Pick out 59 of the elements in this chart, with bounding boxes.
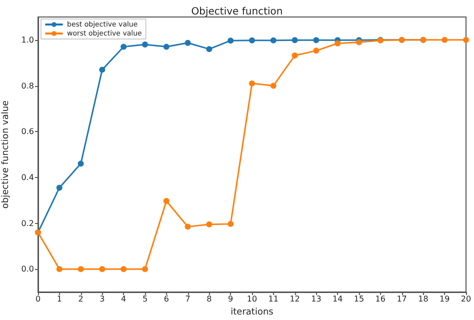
point	[163, 198, 170, 204]
y-tick-label: 0.0	[21, 264, 34, 274]
x-tick-label: 13	[311, 294, 322, 304]
point	[99, 266, 106, 272]
x-tick-label: 11	[268, 294, 278, 304]
x-tick-label: 14	[332, 294, 343, 304]
point	[120, 266, 127, 272]
y-tick-label: 1.0	[21, 35, 34, 44]
point	[142, 266, 148, 272]
y-axis-title: objective function value	[0, 100, 11, 209]
x-tick-label: 0	[35, 294, 41, 304]
x-tick-label: 6	[164, 294, 169, 304]
point	[99, 66, 106, 73]
point	[313, 37, 320, 44]
point	[206, 221, 212, 228]
point	[228, 38, 234, 44]
point	[292, 52, 298, 58]
x-tick-label: 3	[100, 294, 105, 304]
point	[163, 44, 170, 50]
x-tick-label: 18	[418, 294, 428, 304]
point	[270, 82, 276, 89]
y-tick-label: 0.6	[21, 127, 34, 136]
x-tick-label: 12	[290, 294, 300, 304]
x-tick-label: 20	[460, 294, 472, 304]
point	[78, 160, 84, 167]
x-tick-label: 17	[396, 294, 407, 304]
point	[184, 40, 191, 46]
x-tick-label: 15	[354, 294, 364, 304]
point	[270, 37, 276, 44]
point	[142, 42, 148, 48]
point	[442, 36, 448, 43]
point	[313, 48, 320, 54]
x-tick-label: 19	[440, 294, 450, 304]
y-tick-label: 0.8	[21, 81, 34, 90]
point	[206, 46, 212, 52]
x-tick-label: 2	[78, 294, 84, 304]
x-axis-title: iterations	[230, 307, 274, 318]
x-tick-label: 8	[206, 294, 212, 304]
x-tick-label: 4	[121, 294, 126, 304]
point	[292, 37, 298, 44]
point	[249, 80, 255, 86]
point	[56, 266, 62, 272]
x-tick-label: 9	[228, 294, 234, 304]
point	[56, 184, 62, 191]
x-tick-label: 16	[375, 294, 386, 304]
chart-title: Objective function	[191, 6, 283, 18]
point	[249, 37, 255, 44]
point	[78, 266, 84, 272]
point	[334, 40, 341, 46]
x-tick-label: 5	[142, 294, 148, 304]
x-tick-label: 10	[246, 294, 258, 304]
y-tick-label: 0.2	[21, 218, 34, 228]
point	[228, 220, 234, 227]
x-tick-label: 7	[185, 294, 190, 304]
x-tick-label: 1	[56, 294, 62, 304]
point	[463, 36, 469, 43]
point	[120, 44, 127, 50]
point	[184, 224, 191, 230]
y-tick-label: 0.4	[21, 172, 34, 182]
